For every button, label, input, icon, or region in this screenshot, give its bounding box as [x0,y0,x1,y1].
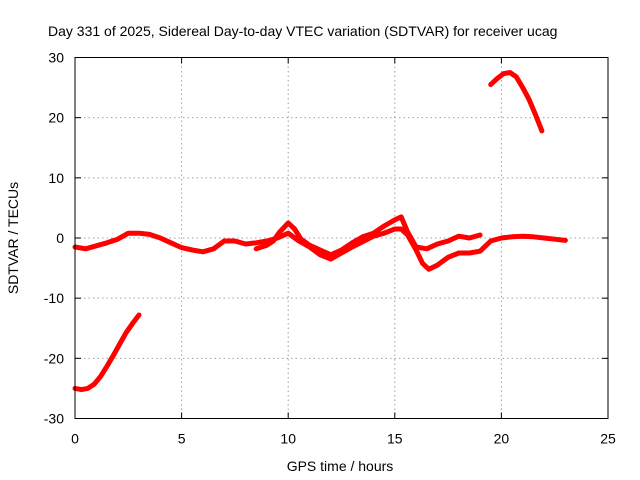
y-tick-label: 30 [48,50,64,66]
data-series [72,70,568,393]
x-tick-label: 20 [494,431,510,447]
x-tick-label: 25 [600,431,616,447]
x-tick-label: 5 [178,431,186,447]
y-tick-label: 20 [48,110,64,126]
y-tick-label: 0 [56,230,64,246]
series-line-evening-pass-end [488,70,545,134]
axis-ticks: 0 5 10 15 20 25 -30 -20 -10 0 10 20 30 [44,50,616,447]
series-line-descending-pass-start [72,312,142,393]
x-tick-label: 0 [71,431,79,447]
y-tick-label: -20 [44,350,64,366]
x-axis-label: GPS time / hours [287,458,394,474]
series-line-main-trace-b [253,214,483,258]
y-axis-label: SDTVAR / TECUs [5,182,21,294]
y-tick-label: -30 [44,411,64,427]
plot-frame [74,57,609,419]
x-tick-label: 15 [387,431,403,447]
y-tick-label: -10 [44,290,64,306]
x-tick-label: 10 [280,431,296,447]
series-line-main-trace-a [72,226,568,272]
y-tick-label: 10 [48,170,64,186]
chart-title: Day 331 of 2025, Sidereal Day-to-day VTE… [48,23,557,39]
